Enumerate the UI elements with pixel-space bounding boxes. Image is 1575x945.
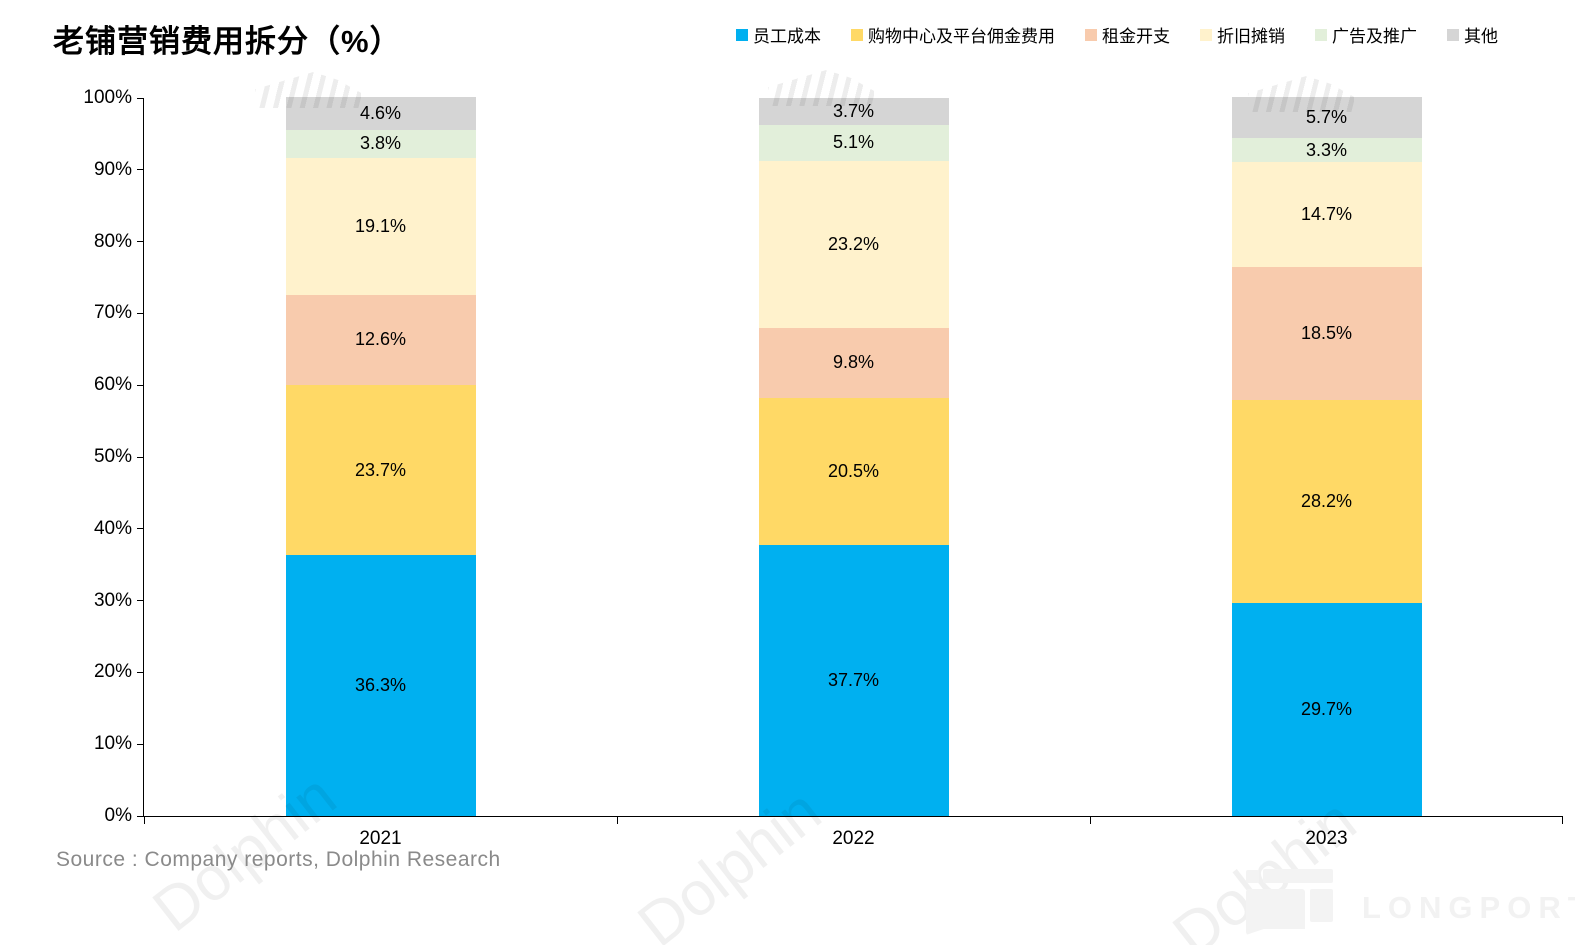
bar-segment: 5.1% [758, 124, 949, 162]
bar-segment: 19.1% [285, 157, 476, 295]
bar-segment: 29.7% [1231, 602, 1422, 816]
y-axis-tick-label: 10% [93, 733, 132, 755]
legend: 员工成本 购物中心及平台佣金费用 租金开支 折旧摊销 广告及推广 其他 [736, 22, 1498, 47]
stacked-bar-2023: 29.7% 28.2% 18.5% 14.7% 3.3% 5.7% [1231, 97, 1422, 816]
bar-segment: 3.8% [285, 130, 476, 158]
y-axis-tick-mark [137, 671, 144, 673]
data-label: 9.8% [832, 352, 875, 373]
legend-swatch-icon [1315, 28, 1327, 41]
plot-area: 0% 10% 20% 30% 40% 50% 60% 70% 80% 90% 100% 2021 36.… [83, 88, 1563, 849]
legend-item: 其他 [1447, 22, 1498, 47]
bar-segment: 4.6% [285, 97, 476, 131]
legend-label: 租金开支 [1102, 27, 1170, 46]
x-axis-tick-mark [1562, 816, 1563, 824]
legend-label: 折旧摊销 [1217, 27, 1285, 46]
stacked-bar-2021: 36.3% 23.7% 12.6% 19.1% 3.8% 4.6% [285, 97, 476, 816]
data-label: 12.6% [354, 329, 407, 350]
legend-label: 购物中心及平台佣金费用 [868, 27, 1055, 46]
data-label: 3.8% [359, 133, 402, 154]
legend-item: 广告及推广 [1315, 22, 1417, 47]
data-label: 14.7% [1300, 204, 1353, 225]
source-note: Source : Company reports, Dolphin Resear… [56, 848, 501, 871]
y-axis-tick-label: 60% [93, 374, 132, 396]
y-axis-tick-label: 30% [93, 589, 132, 611]
x-axis-tick-mark [617, 816, 618, 824]
legend-swatch-icon [851, 28, 863, 41]
x-axis-tick-mark [144, 816, 145, 824]
y-axis-tick-mark [137, 528, 144, 530]
y-axis-tick-mark [137, 600, 144, 602]
legend-label: 员工成本 [753, 27, 821, 46]
data-label: 3.3% [1305, 139, 1348, 160]
y-axis-tick-label: 50% [93, 446, 132, 467]
x-axis-category-label: 2023 [1305, 828, 1348, 849]
bar-segment: 20.5% [758, 398, 949, 546]
bar-segment: 23.2% [758, 161, 949, 328]
data-label: 23.7% [354, 459, 407, 480]
legend-item: 折旧摊销 [1200, 22, 1285, 47]
bar-segment: 3.7% [758, 98, 949, 125]
bar-segment: 23.7% [285, 385, 476, 556]
data-label: 4.6% [359, 103, 402, 124]
bar-segment: 3.3% [1231, 138, 1422, 162]
x-axis-category-label: 2022 [832, 828, 875, 849]
data-label: 5.7% [1305, 107, 1348, 128]
data-label: 3.7% [832, 100, 875, 121]
data-label: 28.2% [1300, 491, 1353, 512]
data-label: 23.2% [827, 233, 880, 254]
y-axis-tick-label: 100% [83, 87, 132, 108]
x-axis-category-label: 2021 [359, 828, 402, 849]
legend-swatch-icon [1447, 28, 1459, 41]
bar-segment: 9.8% [758, 327, 949, 399]
bar-segment: 12.6% [285, 294, 476, 386]
data-label: 36.3% [354, 675, 407, 696]
y-axis-tick-mark [137, 456, 144, 458]
legend-item: 员工成本 [736, 22, 821, 47]
bar-segment: 37.7% [758, 545, 949, 816]
brand-watermark: LONGPORT [1362, 890, 1575, 925]
y-axis-tick-mark [137, 743, 144, 745]
bar-segment: 36.3% [285, 555, 476, 816]
bar-segment: 5.7% [1231, 97, 1422, 139]
bar-segment: 18.5% [1231, 267, 1422, 401]
stacked-bar-2022: 37.7% 20.5% 9.8% 23.2% 5.1% 3.7% [758, 98, 949, 816]
legend-swatch-icon [1200, 28, 1212, 41]
data-label: 5.1% [832, 132, 875, 153]
y-axis-tick-label: 20% [93, 661, 132, 683]
legend-swatch-icon [1085, 28, 1097, 41]
data-label: 19.1% [354, 215, 407, 236]
y-axis-tick-label: 40% [93, 517, 132, 539]
y-axis-tick-label: 90% [93, 158, 132, 180]
legend-swatch-icon [736, 28, 748, 41]
legend-item: 租金开支 [1085, 22, 1170, 47]
y-axis-tick-label: 0% [104, 805, 132, 826]
y-axis-tick-label: 70% [93, 302, 132, 324]
x-axis-tick-mark [1090, 816, 1091, 824]
y-axis-tick-mark [137, 97, 144, 99]
y-axis-tick-label: 80% [93, 230, 132, 252]
legend-label: 其他 [1464, 27, 1498, 46]
legend-label: 广告及推广 [1332, 27, 1417, 46]
chart-title: 老铺营销费用拆分（%） [53, 24, 402, 59]
y-axis-tick-mark [137, 815, 144, 817]
data-label: 29.7% [1300, 698, 1353, 719]
bar-segment: 28.2% [1231, 400, 1422, 603]
legend-item: 购物中心及平台佣金费用 [851, 22, 1055, 47]
y-axis-tick-mark [137, 241, 144, 243]
y-axis-tick-mark [137, 384, 144, 386]
y-axis-tick-mark [137, 312, 144, 314]
data-label: 18.5% [1300, 323, 1353, 344]
y-axis-tick-mark [137, 169, 144, 171]
bar-segment: 14.7% [1231, 161, 1422, 268]
data-label: 20.5% [827, 461, 880, 482]
data-label: 37.7% [827, 670, 880, 691]
